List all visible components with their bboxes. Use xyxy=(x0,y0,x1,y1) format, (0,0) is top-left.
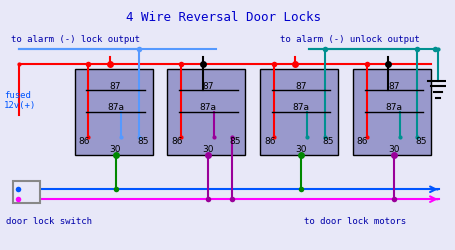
Text: 87a: 87a xyxy=(107,103,124,112)
Bar xyxy=(75,69,153,155)
Text: 85: 85 xyxy=(415,137,427,146)
Text: fused
12v(+): fused 12v(+) xyxy=(4,90,36,110)
Text: 87a: 87a xyxy=(385,103,402,112)
Bar xyxy=(167,69,245,155)
Text: 85: 85 xyxy=(230,137,241,146)
Text: 86: 86 xyxy=(79,137,90,146)
Text: 87: 87 xyxy=(110,82,121,92)
Text: 87a: 87a xyxy=(293,103,309,112)
Text: 30: 30 xyxy=(110,145,121,154)
Text: 30: 30 xyxy=(388,145,399,154)
Text: to alarm (-) unlock output: to alarm (-) unlock output xyxy=(280,35,420,44)
Bar xyxy=(260,69,338,155)
Bar xyxy=(13,181,40,203)
Text: 86: 86 xyxy=(171,137,183,146)
Text: 87: 87 xyxy=(388,82,399,92)
Text: 87: 87 xyxy=(295,82,307,92)
Text: to door lock motors: to door lock motors xyxy=(304,217,406,226)
Bar xyxy=(353,69,431,155)
Text: 30: 30 xyxy=(295,145,307,154)
Text: 87: 87 xyxy=(202,82,214,92)
Text: 87a: 87a xyxy=(200,103,217,112)
Text: 85: 85 xyxy=(323,137,334,146)
Text: 85: 85 xyxy=(137,137,149,146)
Text: to alarm (-) lock output: to alarm (-) lock output xyxy=(11,35,140,44)
Text: 86: 86 xyxy=(264,137,276,146)
Text: door lock switch: door lock switch xyxy=(6,217,92,226)
Text: 4 Wire Reversal Door Locks: 4 Wire Reversal Door Locks xyxy=(126,11,320,24)
Text: 30: 30 xyxy=(202,145,214,154)
Text: 86: 86 xyxy=(357,137,368,146)
